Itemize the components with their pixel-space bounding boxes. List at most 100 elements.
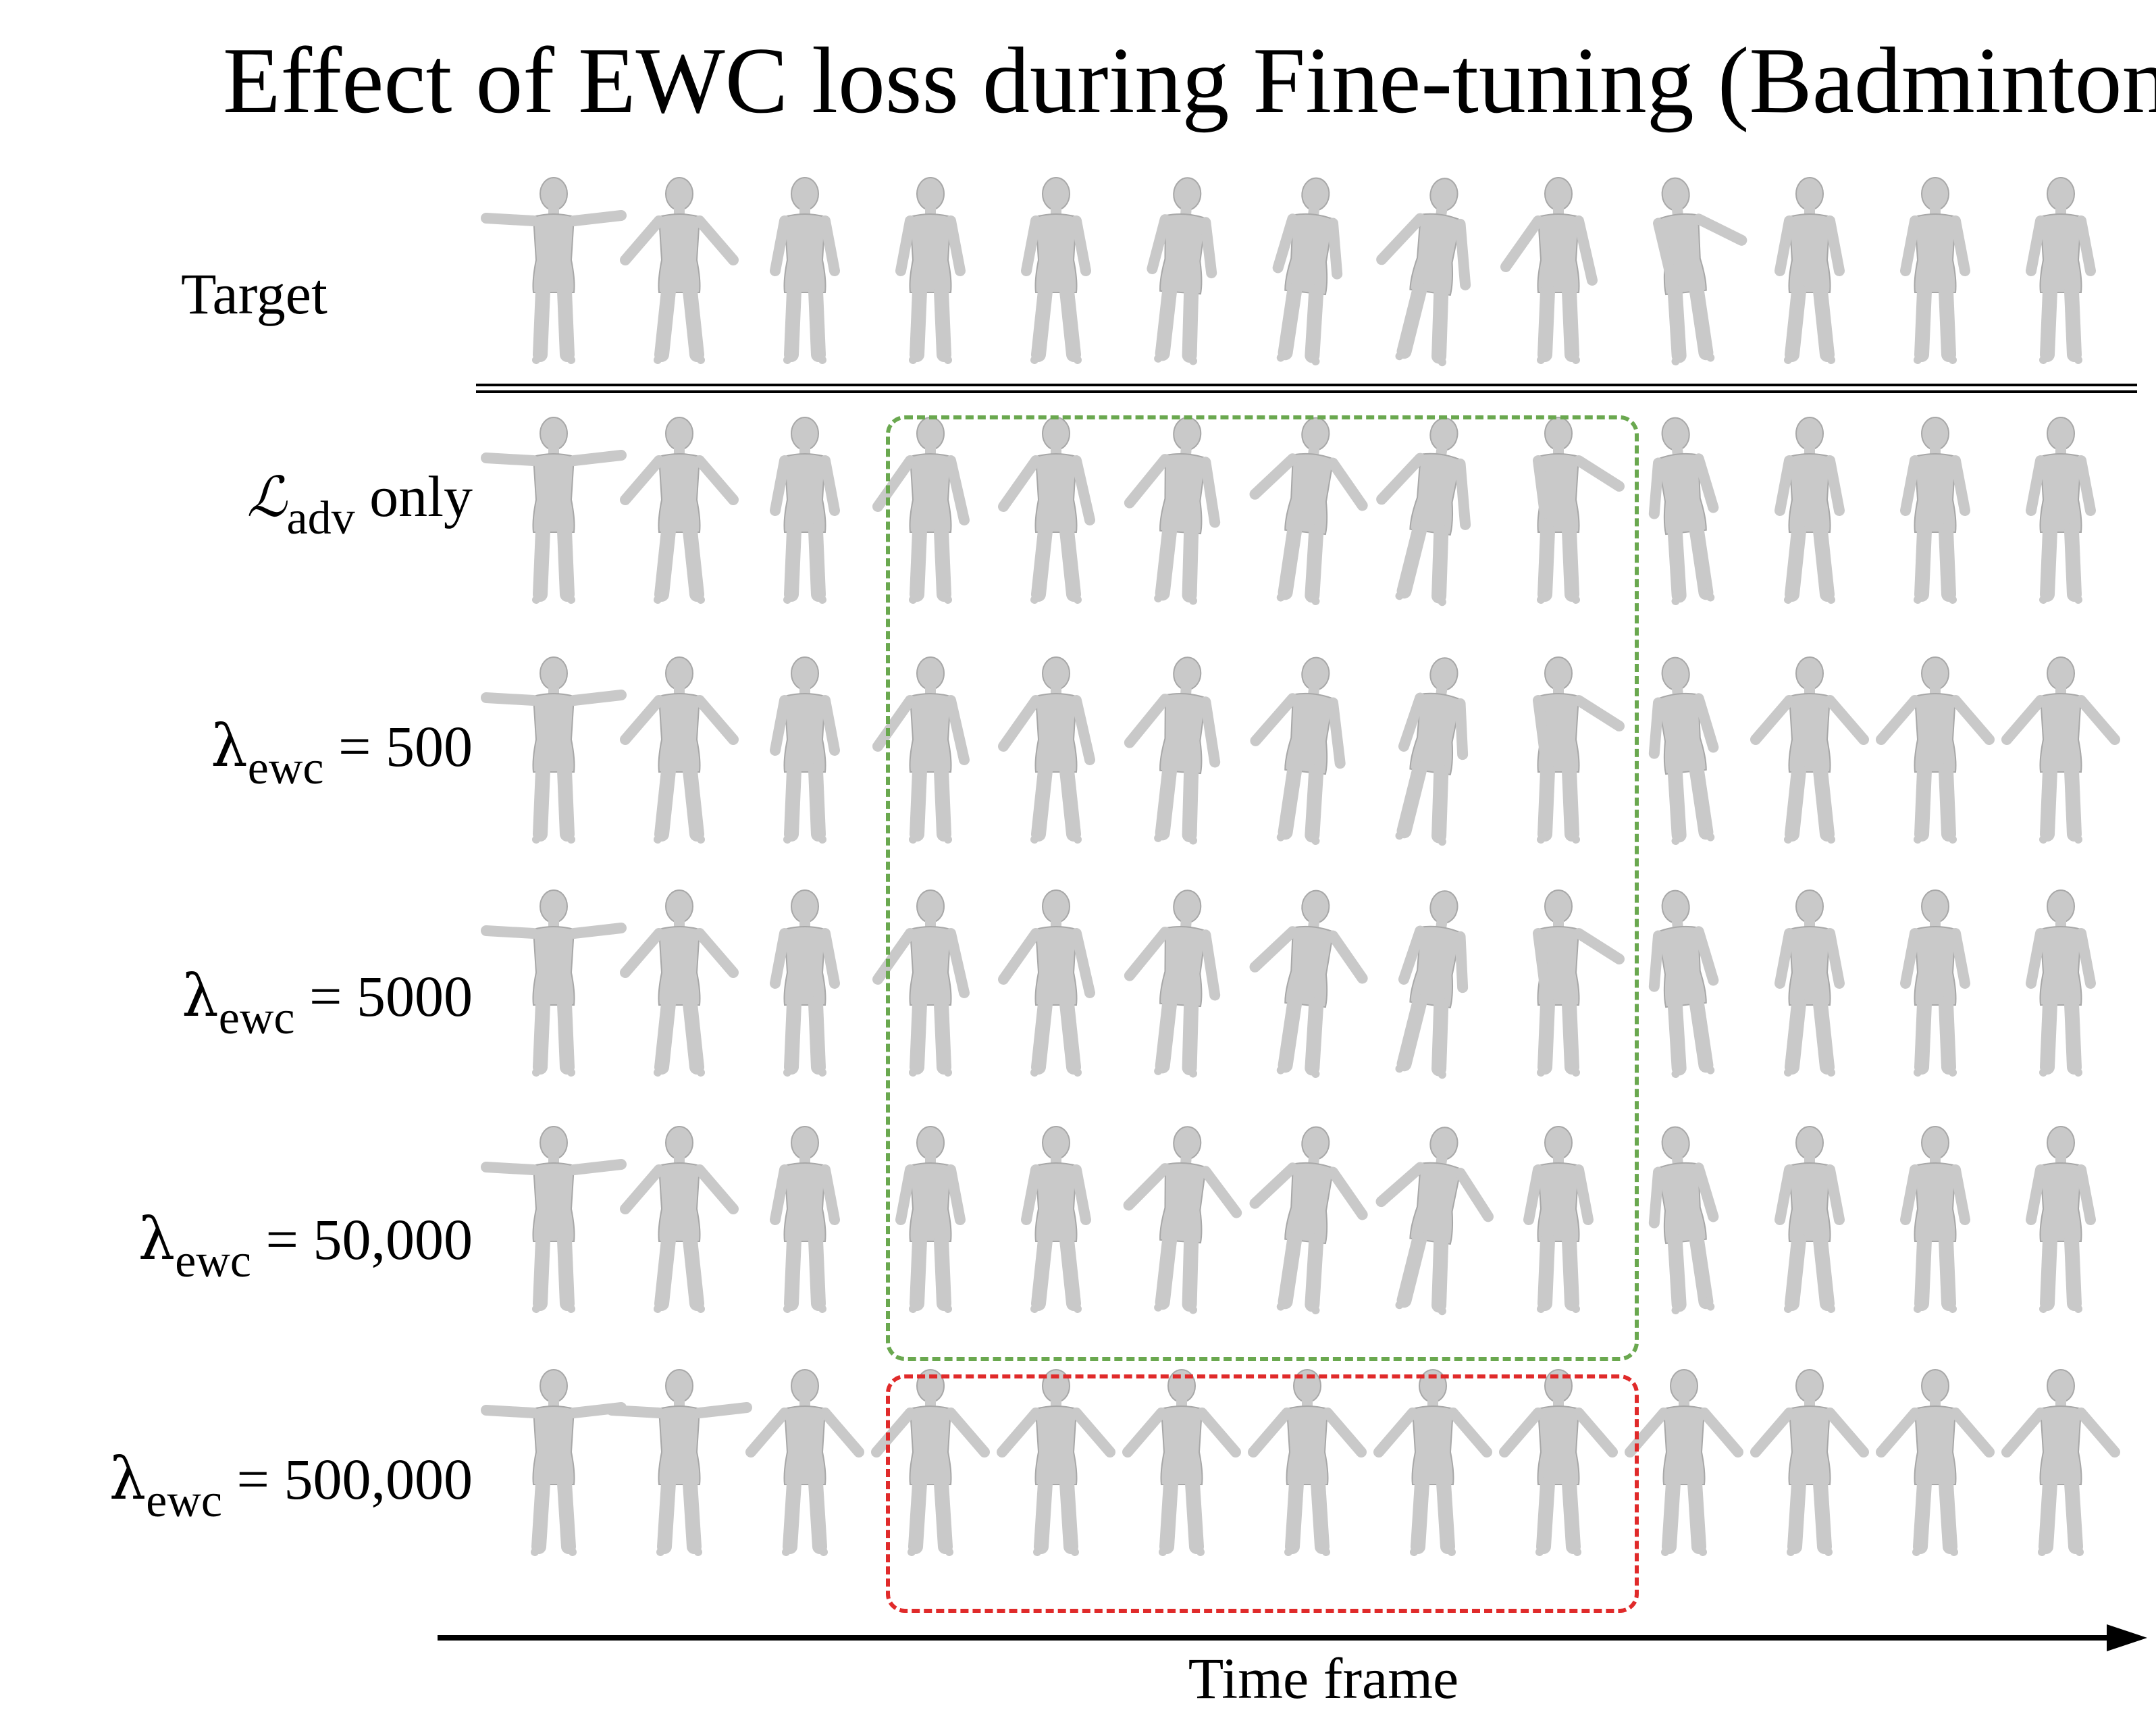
human-figure-target-frame-2 — [620, 177, 739, 364]
human-figure-ewc-5000-frame-5 — [998, 889, 1095, 1077]
human-figure-adv-only-frame-12 — [1900, 417, 1970, 604]
human-figure-adv-only-frame-4 — [872, 417, 970, 604]
human-figure-target-frame-10 — [1653, 177, 1747, 366]
human-figure-ewc-5000-frame-1 — [481, 889, 627, 1077]
human-figure-adv-only-frame-2 — [620, 417, 739, 604]
human-figure-target-frame-13 — [2026, 177, 2096, 364]
lambda-subscript: ewc — [175, 1235, 251, 1287]
lambda-symbol: λ — [182, 962, 219, 1030]
human-figure-target-frame-1 — [481, 177, 627, 364]
time-axis-arrowhead — [2107, 1624, 2147, 1651]
human-figure-ewc-500000-frame-5 — [997, 1369, 1115, 1556]
separator-line-bottom — [476, 390, 2137, 393]
human-figure-ewc-5000-frame-7 — [1249, 889, 1368, 1079]
human-figure-ewc-50000-frame-11 — [1774, 1126, 1845, 1313]
human-figure-target-frame-11 — [1774, 177, 1845, 364]
human-figure-target-frame-6 — [1147, 177, 1217, 365]
lambda-subscript: ewc — [146, 1475, 222, 1527]
highlight-box-red — [886, 1374, 1639, 1613]
human-figure-adv-only-frame-9 — [1533, 417, 1625, 604]
row-label-suffix: only — [354, 464, 473, 529]
human-figure-target-frame-8 — [1376, 178, 1471, 367]
row-label-ewc-500: λewc = 500 — [211, 713, 473, 794]
human-figure-ewc-500-frame-9 — [1533, 656, 1625, 844]
loss-subscript: adv — [286, 492, 355, 544]
human-figure-ewc-500000-frame-3 — [745, 1369, 864, 1556]
human-figure-ewc-500000-frame-6 — [1122, 1369, 1241, 1556]
human-figure-ewc-5000-frame-2 — [620, 889, 739, 1077]
human-figure-ewc-500-frame-7 — [1250, 656, 1346, 846]
human-figure-ewc-50000-frame-13 — [2026, 1126, 2096, 1313]
human-figure-adv-only-frame-1 — [481, 417, 627, 604]
human-figure-adv-only-frame-13 — [2026, 417, 2096, 604]
human-figure-ewc-500000-frame-2 — [606, 1369, 752, 1556]
human-figure-ewc-50000-frame-3 — [770, 1126, 840, 1313]
human-figure-target-frame-12 — [1900, 177, 1970, 364]
row-label-ewc-5000: λewc = 5000 — [182, 962, 473, 1044]
human-figure-adv-only-frame-8 — [1376, 417, 1471, 607]
lambda-value: = 500 — [323, 714, 473, 779]
human-figure-target-frame-9 — [1500, 177, 1598, 364]
human-figure-ewc-500-frame-6 — [1124, 656, 1221, 845]
separator-line-top — [476, 384, 2137, 386]
lambda-symbol: λ — [109, 1445, 147, 1513]
human-figure-ewc-50000-frame-6 — [1123, 1126, 1242, 1314]
human-figure-ewc-500-frame-8 — [1395, 657, 1469, 846]
human-figure-target-frame-4 — [895, 177, 966, 364]
human-figure-ewc-50000-frame-8 — [1375, 1127, 1494, 1316]
lambda-subscript: ewc — [218, 992, 295, 1044]
highlight-box-green — [886, 415, 1639, 1361]
human-figure-ewc-500-frame-11 — [1750, 656, 1869, 844]
row-label-ewc-50000: λewc = 50,000 — [138, 1206, 473, 1287]
human-figure-adv-only-frame-5 — [998, 417, 1095, 604]
human-figure-ewc-5000-frame-10 — [1648, 889, 1719, 1079]
human-figure-ewc-5000-frame-9 — [1533, 889, 1625, 1077]
human-figure-ewc-5000-frame-12 — [1900, 889, 1970, 1077]
human-figure-adv-only-frame-11 — [1774, 417, 1845, 604]
human-figure-target-frame-5 — [1021, 177, 1091, 364]
human-figure-ewc-50000-frame-1 — [481, 1126, 627, 1313]
human-figure-ewc-500-frame-2 — [620, 656, 739, 844]
time-axis-label: Time frame — [1188, 1646, 1459, 1711]
human-figure-adv-only-frame-6 — [1124, 417, 1221, 605]
human-figure-target-frame-3 — [770, 177, 840, 364]
lambda-value: = 5000 — [294, 964, 473, 1029]
human-figure-ewc-500000-frame-11 — [1750, 1369, 1869, 1556]
human-figure-ewc-50000-frame-5 — [1021, 1126, 1091, 1313]
human-figure-ewc-500000-frame-4 — [871, 1369, 990, 1556]
human-figure-ewc-500000-frame-12 — [1876, 1369, 1995, 1556]
human-figure-ewc-5000-frame-13 — [2026, 889, 2096, 1077]
human-figure-adv-only-frame-3 — [770, 417, 840, 604]
human-figure-ewc-50000-frame-10 — [1648, 1126, 1719, 1315]
lambda-symbol: λ — [211, 713, 248, 780]
human-figure-adv-only-frame-10 — [1648, 417, 1719, 606]
human-figure-ewc-500-frame-3 — [770, 656, 840, 844]
human-figure-ewc-500-frame-13 — [2001, 656, 2120, 844]
human-figure-ewc-50000-frame-2 — [620, 1126, 739, 1313]
human-figure-ewc-5000-frame-11 — [1774, 889, 1845, 1077]
human-figure-ewc-50000-frame-12 — [1900, 1126, 1970, 1313]
row-label-target: Target — [181, 261, 327, 326]
human-figure-ewc-50000-frame-4 — [895, 1126, 966, 1313]
human-figure-ewc-500-frame-10 — [1648, 656, 1719, 846]
human-figure-target-frame-7 — [1272, 177, 1343, 366]
human-figure-ewc-5000-frame-6 — [1124, 889, 1221, 1078]
row-label-ewc-500000: λewc = 500,000 — [109, 1445, 473, 1527]
loss-symbol: ℒ — [246, 465, 287, 530]
lambda-subscript: ewc — [247, 742, 324, 794]
human-figure-adv-only-frame-7 — [1249, 417, 1368, 606]
human-figure-ewc-500000-frame-1 — [481, 1369, 627, 1556]
lambda-symbol: λ — [138, 1206, 176, 1273]
human-figure-ewc-500-frame-1 — [481, 656, 627, 844]
human-figure-ewc-500-frame-4 — [872, 656, 970, 844]
human-figure-ewc-50000-frame-9 — [1523, 1126, 1594, 1313]
figure-title: Effect of EWC loss during Fine-tuning (B… — [223, 28, 2156, 133]
human-figure-ewc-5000-frame-8 — [1395, 890, 1469, 1079]
human-figure-ewc-500000-frame-13 — [2001, 1369, 2120, 1556]
lambda-value: = 50,000 — [251, 1207, 473, 1272]
human-figure-ewc-500-frame-5 — [998, 656, 1095, 844]
human-figure-ewc-50000-frame-7 — [1249, 1126, 1368, 1315]
human-figure-ewc-500-frame-12 — [1876, 656, 1995, 844]
